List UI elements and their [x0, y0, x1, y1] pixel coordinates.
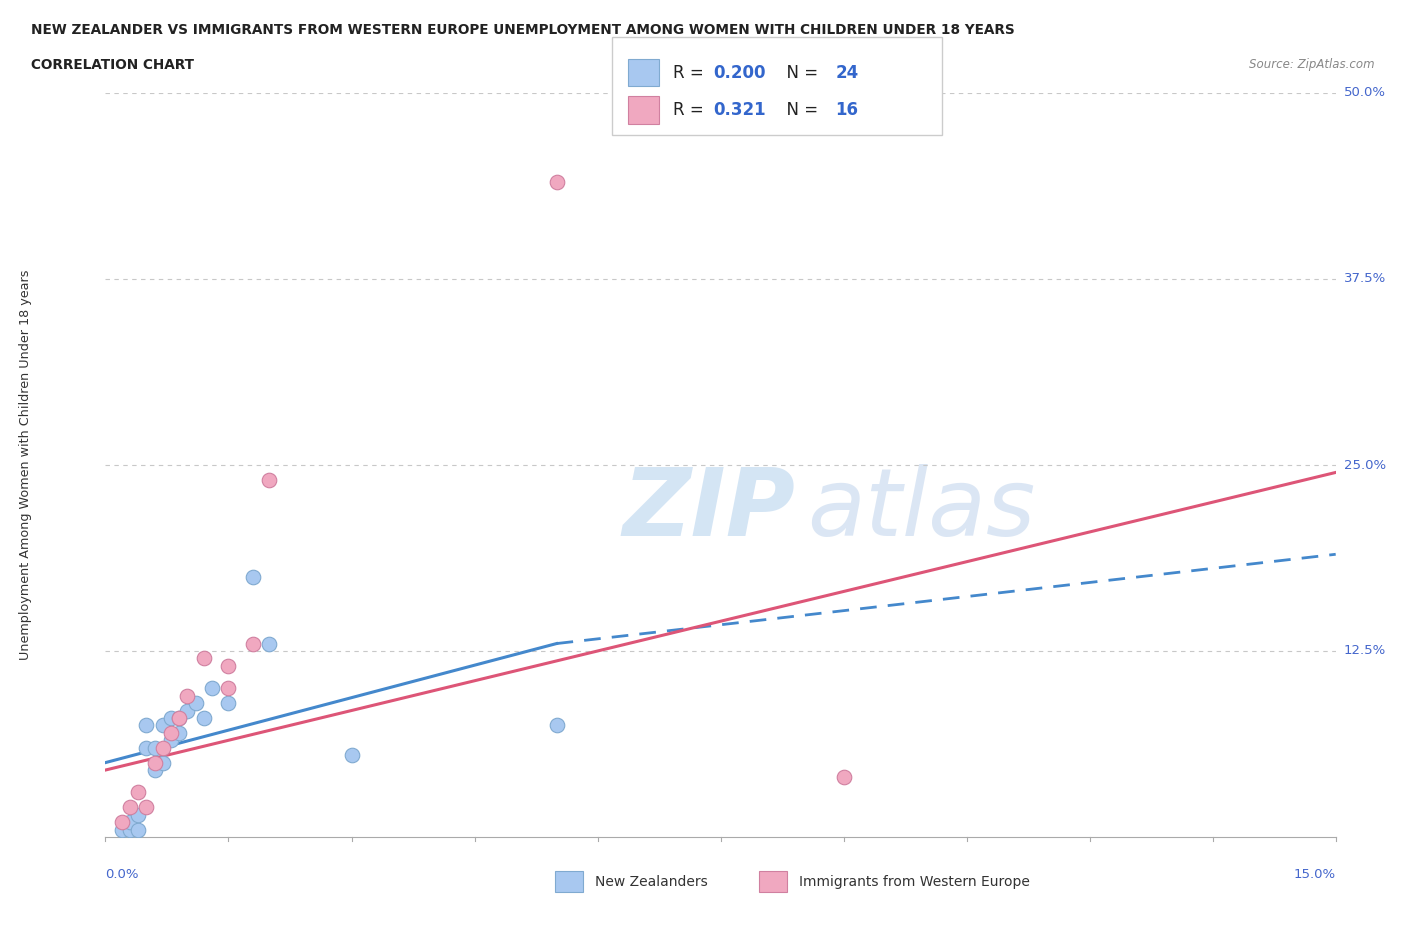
Text: NEW ZEALANDER VS IMMIGRANTS FROM WESTERN EUROPE UNEMPLOYMENT AMONG WOMEN WITH CH: NEW ZEALANDER VS IMMIGRANTS FROM WESTERN… — [31, 23, 1015, 37]
Point — [218, 696, 240, 711]
Text: Immigrants from Western Europe: Immigrants from Western Europe — [799, 874, 1029, 889]
Point — [152, 718, 174, 733]
Point — [111, 822, 134, 837]
Point — [127, 785, 149, 800]
Point — [176, 703, 198, 718]
Text: 25.0%: 25.0% — [1344, 458, 1386, 472]
Text: 12.5%: 12.5% — [1344, 644, 1386, 658]
Point — [201, 681, 224, 696]
Text: Source: ZipAtlas.com: Source: ZipAtlas.com — [1250, 58, 1375, 71]
Point — [546, 175, 568, 190]
Point — [176, 688, 198, 703]
Point — [218, 658, 240, 673]
Point — [135, 800, 157, 815]
Text: 24: 24 — [835, 63, 859, 82]
Point — [135, 740, 157, 755]
Point — [120, 800, 141, 815]
Point — [169, 725, 191, 740]
Point — [143, 763, 166, 777]
Text: 37.5%: 37.5% — [1344, 272, 1386, 286]
Text: CORRELATION CHART: CORRELATION CHART — [31, 58, 194, 72]
Point — [169, 711, 191, 725]
Point — [193, 711, 215, 725]
Point — [160, 733, 183, 748]
Point — [184, 696, 207, 711]
Text: N =: N = — [776, 100, 824, 119]
Point — [127, 807, 149, 822]
Point — [111, 815, 134, 830]
Point — [340, 748, 363, 763]
Text: 50.0%: 50.0% — [1344, 86, 1386, 100]
Point — [143, 755, 166, 770]
Text: N =: N = — [776, 63, 824, 82]
Text: Unemployment Among Women with Children Under 18 years: Unemployment Among Women with Children U… — [18, 270, 32, 660]
Text: ZIP: ZIP — [621, 464, 794, 555]
Point — [218, 681, 240, 696]
Text: 0.321: 0.321 — [713, 100, 765, 119]
Point — [259, 636, 281, 651]
Point — [242, 569, 264, 584]
Point — [242, 636, 264, 651]
Text: R =: R = — [673, 100, 714, 119]
Point — [135, 718, 157, 733]
Point — [546, 718, 568, 733]
Point — [160, 725, 183, 740]
Point — [127, 822, 149, 837]
Text: 0.200: 0.200 — [713, 63, 765, 82]
Point — [152, 740, 174, 755]
Point — [259, 472, 281, 487]
Text: atlas: atlas — [807, 464, 1035, 555]
Point — [152, 755, 174, 770]
Text: R =: R = — [673, 63, 710, 82]
Point — [160, 711, 183, 725]
Text: 16: 16 — [835, 100, 858, 119]
Point — [193, 651, 215, 666]
Text: 15.0%: 15.0% — [1294, 868, 1336, 881]
Point — [143, 740, 166, 755]
Text: 0.0%: 0.0% — [105, 868, 139, 881]
Point — [169, 711, 191, 725]
Text: New Zealanders: New Zealanders — [595, 874, 707, 889]
Point — [120, 822, 141, 837]
Point — [832, 770, 855, 785]
Point — [120, 815, 141, 830]
